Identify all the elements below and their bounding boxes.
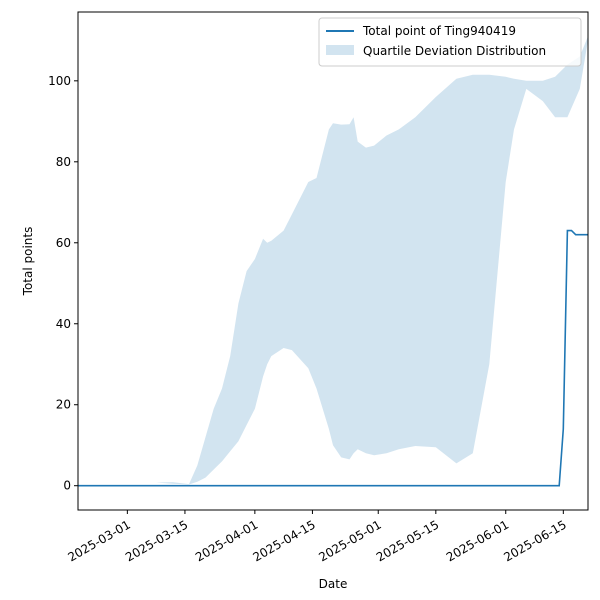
legend: Total point of Ting940419 Quartile Devia… bbox=[318, 17, 582, 67]
y-tick-label: 100 bbox=[48, 74, 71, 88]
band-layer bbox=[156, 36, 588, 485]
y-tick-label: 40 bbox=[56, 317, 71, 331]
y-tick-label: 0 bbox=[63, 479, 71, 493]
y-tick-label: 80 bbox=[56, 155, 71, 169]
y-axis-label: Total points bbox=[21, 227, 35, 297]
legend-band-swatch bbox=[326, 45, 354, 55]
x-axis-label: Date bbox=[319, 577, 348, 591]
line-layer bbox=[78, 229, 588, 487]
legend-entry-line: Total point of Ting940419 bbox=[362, 24, 516, 38]
quartile-band bbox=[156, 36, 588, 485]
y-axis: 0 20 40 60 80 100 bbox=[48, 74, 78, 493]
plot-frame bbox=[77, 11, 589, 511]
legend-entry-band: Quartile Deviation Distribution bbox=[363, 44, 546, 58]
y-tick-label: 60 bbox=[56, 236, 71, 250]
legend-box bbox=[318, 17, 582, 67]
series-line-total-points bbox=[78, 229, 588, 487]
y-tick-label: 20 bbox=[56, 398, 71, 412]
